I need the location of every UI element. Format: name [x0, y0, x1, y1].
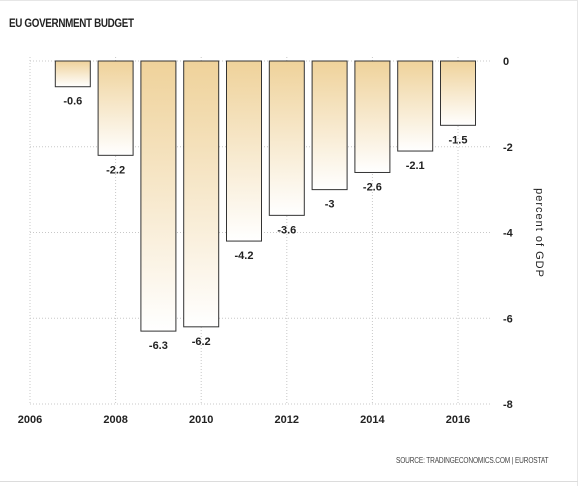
bar-2015	[397, 60, 434, 152]
y-tick-label-0: 0	[503, 56, 509, 68]
bar-2007	[54, 60, 91, 88]
data-label-2013: -3	[325, 199, 335, 211]
data-label-2015: -2.1	[406, 160, 425, 172]
bar-2014	[354, 60, 391, 173]
data-label-2016: -1.5	[449, 134, 468, 146]
y-tick-label-2: -4	[503, 228, 514, 240]
data-label-2011: -4.2	[235, 250, 254, 262]
bar-2013	[311, 60, 348, 191]
x-tick-label-1: 2008	[103, 414, 127, 426]
frame-top-border	[0, 0, 578, 1]
x-tick-label-3: 2012	[275, 414, 299, 426]
data-label-2009: -6.3	[149, 340, 168, 352]
x-tick-label-4: 2014	[360, 414, 385, 426]
data-label-2014: -2.6	[363, 181, 382, 193]
bar-2009	[140, 60, 177, 332]
data-label-2012: -3.6	[277, 224, 296, 236]
bars	[54, 60, 476, 332]
bar-2016	[440, 60, 476, 126]
y-axis-title: percent of GDP	[533, 188, 545, 278]
source-note: SOURCE: TRADINGECONOMICS.COM | EUROSTAT	[396, 456, 549, 465]
x-axis-ticks: 2006 2008 2010 2012 2014 2016	[18, 414, 470, 426]
bar-2012	[268, 60, 305, 216]
data-labels: -0.6 -2.2 -6.3 -6.2 -4.2 -3.6 -3 -2.6 -2.1 -1.5	[63, 96, 467, 352]
bar-2008	[97, 60, 134, 156]
y-tick-label-4: -8	[503, 399, 513, 411]
data-label-2010: -6.2	[192, 336, 211, 348]
x-tick-label-0: 2006	[18, 414, 42, 426]
frame-bottom-border	[0, 481, 578, 482]
x-tick-label-2: 2010	[189, 414, 213, 426]
y-tick-label-1: -2	[503, 142, 513, 154]
y-axis-ticks: 0 -2 -4 -6 -8	[503, 56, 514, 411]
data-label-2007: -0.6	[63, 96, 82, 108]
y-tick-label-3: -6	[503, 313, 513, 325]
bar-2011	[226, 60, 262, 242]
data-label-2008: -2.2	[106, 164, 125, 176]
bar-2010	[183, 60, 220, 328]
x-tick-label-5: 2016	[446, 414, 470, 426]
chart-title: EU GOVERNMENT BUDGET	[9, 16, 134, 30]
